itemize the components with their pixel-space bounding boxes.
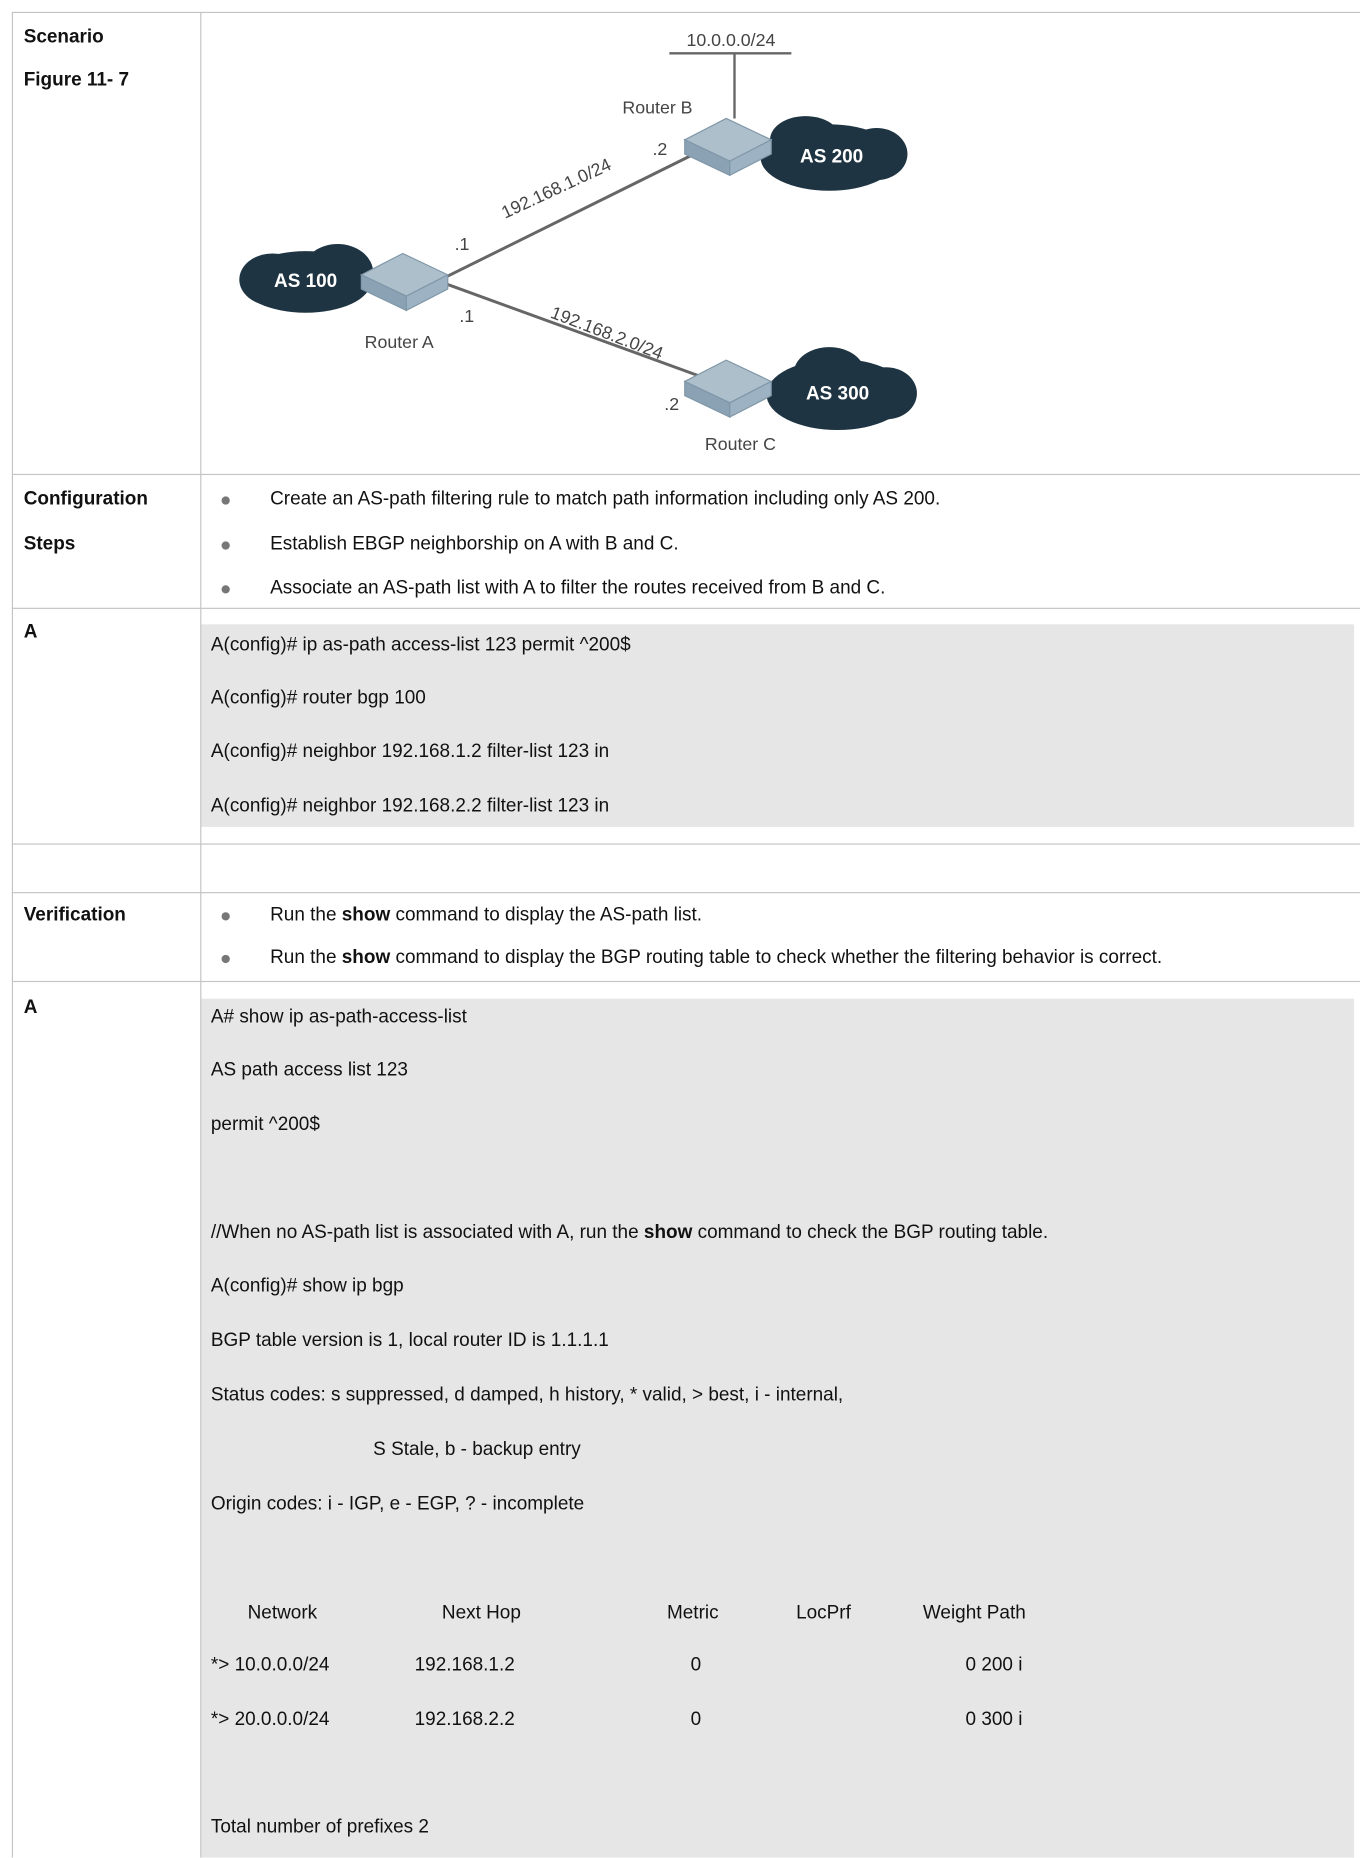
diagram-label: .2: [664, 394, 679, 414]
code-line: S Stale, b - backup entry: [373, 1439, 581, 1460]
code-line: Origin codes: i - IGP, e - EGP, ? - inco…: [210, 1493, 585, 1515]
text-run: Run the: [270, 947, 342, 968]
diagram-label: Router C: [705, 434, 776, 454]
row-label: A: [23, 621, 38, 643]
diagram-label: .2: [652, 139, 667, 159]
code-line: A(config)# neighbor 192.168.1.2 filter-l…: [210, 741, 610, 762]
code-line: AS path access list 123: [210, 1060, 408, 1081]
table-rule: [11, 11, 1360, 14]
diagram-label: .1: [455, 234, 470, 254]
table-header: Metric: [666, 1602, 719, 1623]
text-run: command to display the AS-path list.: [390, 905, 703, 926]
diagram-label: 192.168.2.0/24: [548, 302, 666, 363]
diagram-label: AS 100: [274, 271, 337, 292]
code-line: A(config)# neighbor 192.168.2.2 filter-l…: [210, 796, 610, 817]
diagram-label: Router B: [622, 98, 692, 118]
bold-text: show: [341, 947, 391, 968]
table-rule: [11, 843, 1360, 845]
diagram-label: Router A: [365, 332, 434, 352]
diagram-label: 192.168.1.0/24: [498, 154, 614, 222]
text-run: Establish EBGP neighborship on A with B …: [270, 534, 679, 555]
bullet: [221, 954, 230, 964]
row-label: Figure 11- 7: [23, 69, 130, 91]
code-block: [201, 624, 1355, 827]
row-label: Steps: [23, 534, 76, 555]
bullet-text: Run the show command to display the AS-p…: [270, 904, 702, 928]
code-comment: //When no AS-path list is associated wit…: [211, 1221, 1048, 1245]
table-cell: *> 10.0.0.0/24: [210, 1654, 330, 1676]
row-label: Scenario: [23, 27, 104, 48]
row-label: Verification: [23, 905, 126, 926]
table-rule: [11, 11, 14, 1858]
code-line: Total number of prefixes 2: [210, 1817, 429, 1838]
diagram-label: AS 200: [800, 147, 863, 168]
bullet-text: Establish EBGP neighborship on A with B …: [270, 533, 678, 557]
diagram-label: .1: [459, 306, 474, 326]
text-run: command to display the BGP routing table…: [390, 947, 1163, 968]
text-run: //When no AS-path list is associated wit…: [210, 1222, 644, 1243]
table-cell: 0 300 i: [965, 1709, 1023, 1730]
bold-text: show: [341, 905, 391, 926]
table-cell: 0 200 i: [965, 1654, 1023, 1676]
code-line: A(config)# ip as-path access-list 123 pe…: [210, 634, 631, 656]
row-label: Configuration: [23, 489, 148, 510]
bullet-text: Associate an AS-path list with A to filt…: [270, 577, 885, 601]
bold-text: show: [643, 1222, 693, 1243]
table-rule: [11, 980, 1360, 983]
text-run: Run the: [270, 905, 342, 926]
code-line: BGP table version is 1, local router ID …: [210, 1330, 609, 1351]
table-header: Weight Path: [922, 1602, 1026, 1623]
table-cell: 192.168.2.2: [414, 1709, 515, 1730]
diagram-label: 10.0.0.0/24: [686, 30, 775, 50]
table-rule: [11, 892, 1360, 894]
code-block: [201, 998, 1355, 1858]
code-line: permit ^200$: [210, 1114, 320, 1135]
table-cell: 0: [690, 1654, 702, 1676]
code-line: Status codes: s suppressed, d damped, h …: [210, 1384, 844, 1406]
table-cell: *> 20.0.0.0/24: [210, 1709, 330, 1730]
bullet-text: Create an AS-path filtering rule to matc…: [270, 488, 940, 512]
bullet-text: Run the show command to display the BGP …: [270, 947, 1162, 971]
table-rule: [200, 11, 202, 1858]
table-cell: 192.168.1.2: [414, 1654, 515, 1676]
text-run: Associate an AS-path list with A to filt…: [270, 578, 886, 599]
bullet: [221, 496, 230, 505]
diagram-label: AS 300: [806, 383, 869, 404]
code-line: A(config)# show ip bgp: [210, 1275, 404, 1297]
bullet: [221, 912, 230, 921]
text-run: command to check the BGP routing table.: [692, 1222, 1049, 1243]
table-header: LocPrf: [796, 1602, 851, 1623]
row-label: A: [23, 997, 38, 1018]
table-cell: 0: [690, 1709, 702, 1730]
table-header: Network: [247, 1602, 318, 1623]
code-line: A# show ip as-path-access-list: [210, 1006, 467, 1028]
table-rule: [11, 473, 1360, 476]
text-run: Create an AS-path filtering rule to matc…: [270, 489, 941, 510]
bullet: [221, 585, 230, 594]
bullet: [221, 541, 230, 550]
table-rule: [11, 607, 1360, 609]
code-line: A(config)# router bgp 100: [210, 688, 426, 709]
table-header: Next Hop: [441, 1602, 521, 1623]
network-diagram: 10.0.0.0/24 Router B AS 200 192.168.1.0/24.…: [239, 30, 917, 454]
